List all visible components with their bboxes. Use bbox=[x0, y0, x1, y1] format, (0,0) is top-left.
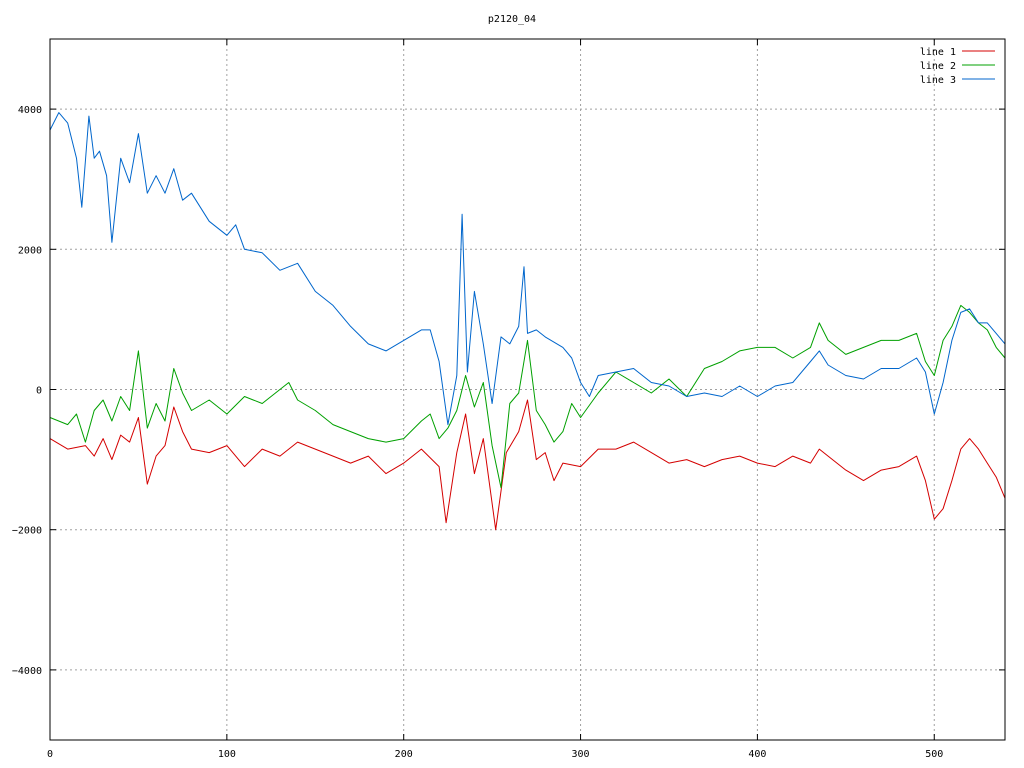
legend-label: line 3 bbox=[920, 75, 956, 86]
series-layer bbox=[49, 112, 1006, 531]
chart-title: p2120_04 bbox=[488, 14, 536, 25]
legend-label: line 1 bbox=[920, 47, 956, 58]
x-tick-label: 0 bbox=[47, 749, 53, 760]
x-tick-label: 200 bbox=[395, 749, 413, 760]
y-tick-label: 0 bbox=[36, 386, 42, 397]
x-tick-label: 100 bbox=[218, 749, 236, 760]
y-tick-label: 2000 bbox=[18, 245, 42, 256]
grid-layer bbox=[50, 39, 1005, 740]
y-tick-label: 4000 bbox=[18, 105, 42, 116]
series-line-3 bbox=[49, 112, 1006, 426]
series-line-2 bbox=[49, 304, 1006, 489]
series-line-1 bbox=[49, 399, 1006, 531]
legend: line 1 line 2 line 3 bbox=[920, 47, 995, 86]
y-tick-label: −4000 bbox=[12, 666, 42, 677]
x-tick-label: 400 bbox=[748, 749, 766, 760]
y-tick-label: −2000 bbox=[12, 526, 42, 537]
x-tick-label: 500 bbox=[925, 749, 943, 760]
x-tick-label: 300 bbox=[572, 749, 590, 760]
tick-layer: 0 100 200 300 400 500 −4000 −2000 0 2000 4000 bbox=[12, 39, 1005, 760]
legend-label: line 2 bbox=[920, 61, 956, 72]
